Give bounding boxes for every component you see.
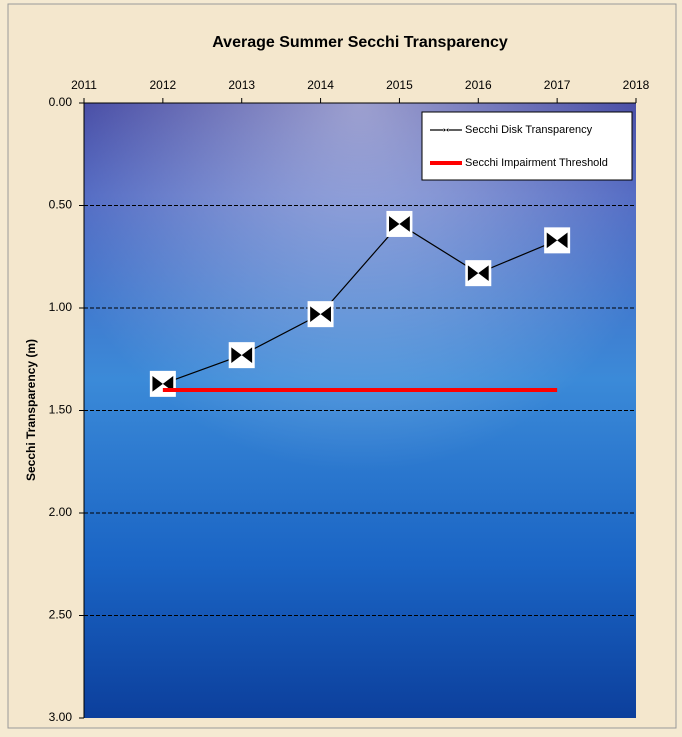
data-point — [308, 301, 334, 327]
y-axis-title: Secchi Transparency (m) — [24, 339, 38, 481]
x-tick-label: 2014 — [307, 78, 334, 92]
legend-marker — [443, 127, 449, 133]
x-tick-label: 2011 — [71, 78, 97, 92]
page: {"chart_data": {"type": "line", "title":… — [0, 0, 682, 732]
data-point — [465, 260, 491, 286]
legend-label: Secchi Disk Transparency — [465, 124, 593, 136]
legend-box — [422, 112, 632, 180]
legend-label: Secchi Impairment Threshold — [465, 157, 608, 169]
chart: Average Summer Secchi Transparency Secch… — [0, 0, 682, 732]
y-tick-label: 1.50 — [49, 403, 73, 417]
y-tick-label: 3.00 — [49, 710, 73, 724]
data-point — [544, 227, 570, 253]
y-tick-label: 2.00 — [49, 505, 73, 519]
y-tick-label: 0.50 — [49, 198, 73, 212]
x-tick-label: 2015 — [386, 78, 413, 92]
x-tick-label: 2018 — [623, 78, 650, 92]
x-tick-label: 2012 — [150, 78, 177, 92]
chart-title: Average Summer Secchi Transparency — [212, 34, 508, 51]
data-point — [229, 342, 255, 368]
data-point — [386, 211, 412, 237]
x-tick-label: 2017 — [544, 78, 571, 92]
y-tick-label: 2.50 — [49, 608, 73, 622]
x-tick-label: 2013 — [228, 78, 255, 92]
data-point — [150, 371, 176, 397]
y-tick-label: 0.00 — [49, 95, 73, 109]
x-tick-label: 2016 — [465, 78, 492, 92]
y-tick-label: 1.00 — [49, 300, 73, 314]
